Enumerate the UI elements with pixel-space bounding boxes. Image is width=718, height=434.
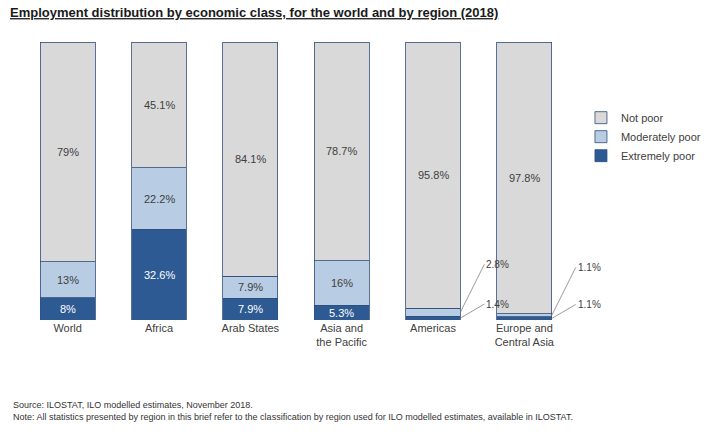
svg-text:84.1%: 84.1% (235, 153, 266, 165)
svg-text:2.8%: 2.8% (486, 259, 509, 270)
svg-text:8%: 8% (60, 303, 76, 315)
svg-text:World: World (53, 322, 82, 334)
svg-text:22.2%: 22.2% (144, 193, 175, 205)
svg-text:Africa: Africa (145, 322, 174, 334)
svg-text:Note: All statistics presented: Note: All statistics presented by region… (13, 412, 573, 422)
svg-text:Europe andCentral Asia: Europe andCentral Asia (495, 322, 555, 348)
svg-text:1.4%: 1.4% (486, 299, 509, 310)
svg-text:Moderately poor: Moderately poor (621, 131, 701, 143)
svg-text:1.1%: 1.1% (578, 262, 601, 273)
svg-text:Americas: Americas (410, 322, 456, 334)
svg-text:1.1%: 1.1% (578, 299, 601, 310)
svg-text:79%: 79% (57, 146, 79, 158)
svg-text:7.9%: 7.9% (238, 303, 263, 315)
svg-text:Source: ILOSTAT, ILO modelled: Source: ILOSTAT, ILO modelled estimates,… (13, 400, 253, 410)
svg-text:7.9%: 7.9% (238, 281, 263, 293)
svg-text:5.3%: 5.3% (329, 307, 354, 319)
svg-text:95.8%: 95.8% (418, 169, 449, 181)
svg-text:Asia andthe Pacific: Asia andthe Pacific (316, 322, 367, 348)
svg-text:32.6%: 32.6% (144, 269, 175, 281)
svg-text:Not poor: Not poor (621, 112, 664, 124)
svg-text:45.1%: 45.1% (144, 99, 175, 111)
svg-text:Extremely poor: Extremely poor (621, 150, 695, 162)
svg-text:78.7%: 78.7% (326, 145, 357, 157)
svg-text:13%: 13% (57, 274, 79, 286)
svg-text:Arab States: Arab States (222, 322, 280, 334)
svg-text:16%: 16% (331, 277, 353, 289)
svg-text:Employment distribution by eco: Employment distribution by economic clas… (10, 5, 498, 20)
svg-text:97.8%: 97.8% (509, 172, 540, 184)
